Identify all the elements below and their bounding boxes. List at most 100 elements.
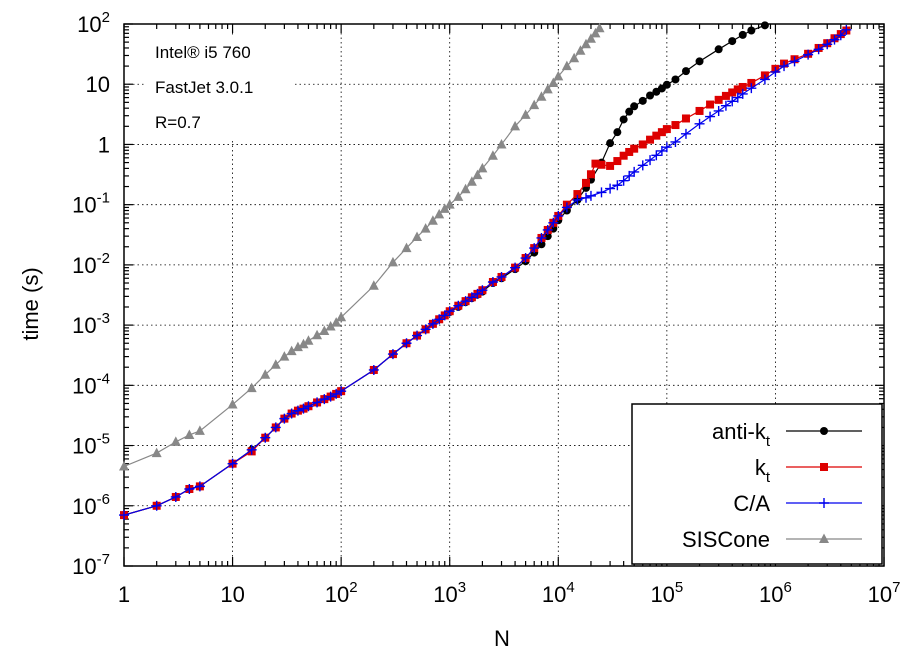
data-point	[591, 159, 600, 168]
data-point	[661, 142, 672, 153]
data-point	[529, 99, 540, 110]
annotation-cpu: Intel® i5 760	[155, 43, 251, 62]
data-point	[760, 21, 769, 30]
data-point	[671, 75, 680, 84]
data-point	[260, 369, 271, 379]
x-tick-label: 1	[118, 582, 130, 607]
data-point	[746, 83, 757, 94]
y-tick-label: 10-7	[72, 551, 110, 579]
data-point	[434, 314, 445, 325]
x-axis-label: N	[494, 626, 510, 651]
data-point	[477, 162, 488, 173]
x-tick-label: 10	[220, 582, 244, 607]
data-point	[713, 105, 724, 116]
data-point	[569, 52, 580, 63]
data-point	[645, 155, 656, 166]
data-point	[487, 276, 498, 287]
y-tick-label: 10-3	[72, 310, 110, 338]
data-point	[434, 208, 445, 219]
data-point	[670, 136, 681, 147]
data-point	[270, 422, 281, 433]
data-point	[270, 359, 281, 369]
data-point	[227, 458, 238, 469]
data-point	[496, 138, 507, 149]
data-point	[336, 311, 347, 322]
data-point	[681, 67, 690, 76]
data-point	[646, 135, 655, 144]
data-point	[412, 231, 423, 242]
data-point	[319, 394, 330, 405]
x-tick-label: 105	[650, 579, 683, 607]
annotation-box: Intel® i5 760 FastJet 3.0.1 R=0.7	[146, 36, 294, 138]
data-point	[151, 447, 162, 458]
data-point	[721, 91, 730, 100]
data-point	[453, 191, 464, 201]
data-point	[336, 386, 347, 397]
data-point	[184, 483, 195, 494]
data-point	[542, 83, 553, 94]
data-point	[662, 80, 671, 89]
data-point	[312, 329, 323, 340]
data-point	[596, 187, 607, 198]
data-point	[427, 215, 438, 225]
data-point	[319, 325, 330, 335]
data-point	[119, 460, 129, 471]
data-point	[444, 306, 455, 317]
data-point	[542, 224, 553, 235]
data-point	[420, 223, 431, 233]
data-point	[119, 510, 129, 521]
data-point	[561, 202, 572, 213]
data-point	[841, 24, 852, 35]
y-tick-label: 10	[86, 72, 110, 97]
data-point	[246, 444, 257, 455]
data-point	[652, 131, 661, 140]
data-point	[453, 300, 464, 311]
data-point	[728, 88, 737, 97]
data-point	[597, 160, 606, 169]
data-point	[651, 150, 662, 161]
data-point	[606, 161, 615, 170]
legend-marker	[820, 427, 828, 435]
data-point	[629, 166, 640, 177]
data-point	[585, 33, 596, 43]
data-point	[412, 330, 423, 341]
data-point	[630, 102, 639, 111]
data-point	[720, 100, 731, 111]
data-point	[770, 66, 781, 77]
annotation-radius: R=0.7	[155, 113, 201, 132]
data-point	[401, 242, 412, 253]
data-point	[657, 128, 666, 137]
legend-label: anti-kt	[712, 419, 771, 450]
data-point	[646, 91, 655, 100]
data-point	[789, 56, 800, 67]
data-point	[427, 318, 438, 329]
data-point	[835, 30, 846, 41]
data-point	[637, 160, 648, 171]
data-point	[439, 203, 450, 213]
data-point	[694, 118, 705, 129]
data-point	[466, 292, 477, 303]
data-point	[292, 341, 303, 352]
data-point	[747, 78, 756, 87]
data-point	[303, 401, 314, 412]
data-point	[594, 22, 605, 33]
data-point	[619, 151, 628, 160]
data-point	[170, 436, 181, 446]
data-point	[803, 49, 814, 60]
data-point	[586, 170, 595, 179]
data-point	[695, 106, 704, 115]
data-point	[194, 425, 205, 435]
data-point	[420, 324, 431, 335]
data-point	[630, 144, 639, 153]
data-point	[472, 169, 483, 180]
legend-label: SISCone	[682, 527, 770, 552]
y-tick-label: 102	[77, 9, 110, 37]
data-point	[151, 500, 162, 511]
data-point	[260, 432, 271, 443]
y-axis-label: time (s)	[18, 267, 43, 340]
data-point	[605, 183, 616, 194]
data-point	[662, 125, 671, 134]
data-point	[714, 45, 723, 54]
data-point	[444, 199, 455, 209]
